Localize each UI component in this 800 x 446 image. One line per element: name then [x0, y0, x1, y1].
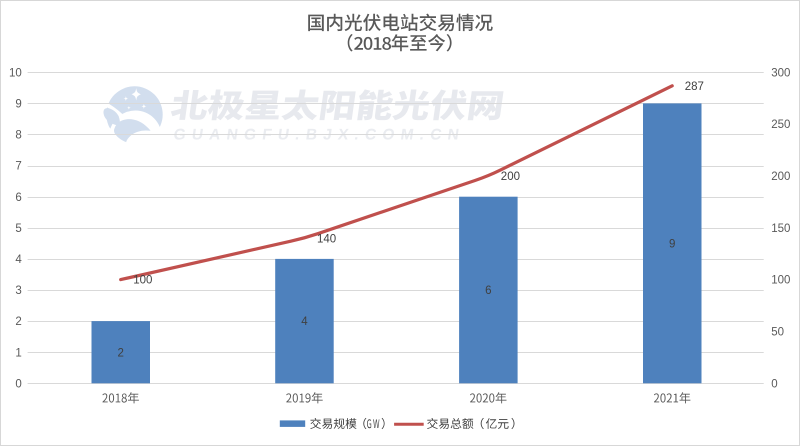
svg-text:GUANGFU.BJX.COM.CN: GUANGFU.BJX.COM.CN [172, 127, 466, 144]
svg-text:287: 287 [685, 81, 704, 93]
svg-text:100: 100 [771, 275, 790, 287]
svg-text:9: 9 [669, 238, 675, 250]
svg-text:4: 4 [301, 316, 308, 328]
svg-text:50: 50 [771, 327, 784, 339]
svg-text:0: 0 [15, 378, 21, 390]
svg-text:2: 2 [117, 347, 123, 359]
svg-text:3: 3 [15, 285, 21, 297]
svg-text:140: 140 [317, 233, 336, 245]
svg-text:100: 100 [133, 275, 152, 287]
svg-text:10: 10 [9, 67, 22, 79]
svg-text:300: 300 [771, 67, 790, 79]
svg-text:200: 200 [771, 171, 790, 183]
svg-text:8: 8 [15, 130, 21, 142]
svg-text:4: 4 [15, 254, 22, 266]
svg-text:250: 250 [771, 119, 790, 131]
svg-text:200: 200 [501, 171, 520, 183]
svg-text:1: 1 [15, 347, 21, 359]
svg-text:7: 7 [15, 161, 21, 173]
svg-text:5: 5 [15, 223, 21, 235]
svg-text:2: 2 [15, 316, 21, 328]
svg-text:0: 0 [771, 378, 777, 390]
svg-text:150: 150 [771, 223, 790, 235]
svg-text:6: 6 [485, 285, 491, 297]
svg-text:9: 9 [15, 99, 21, 111]
svg-text:6: 6 [15, 192, 21, 204]
